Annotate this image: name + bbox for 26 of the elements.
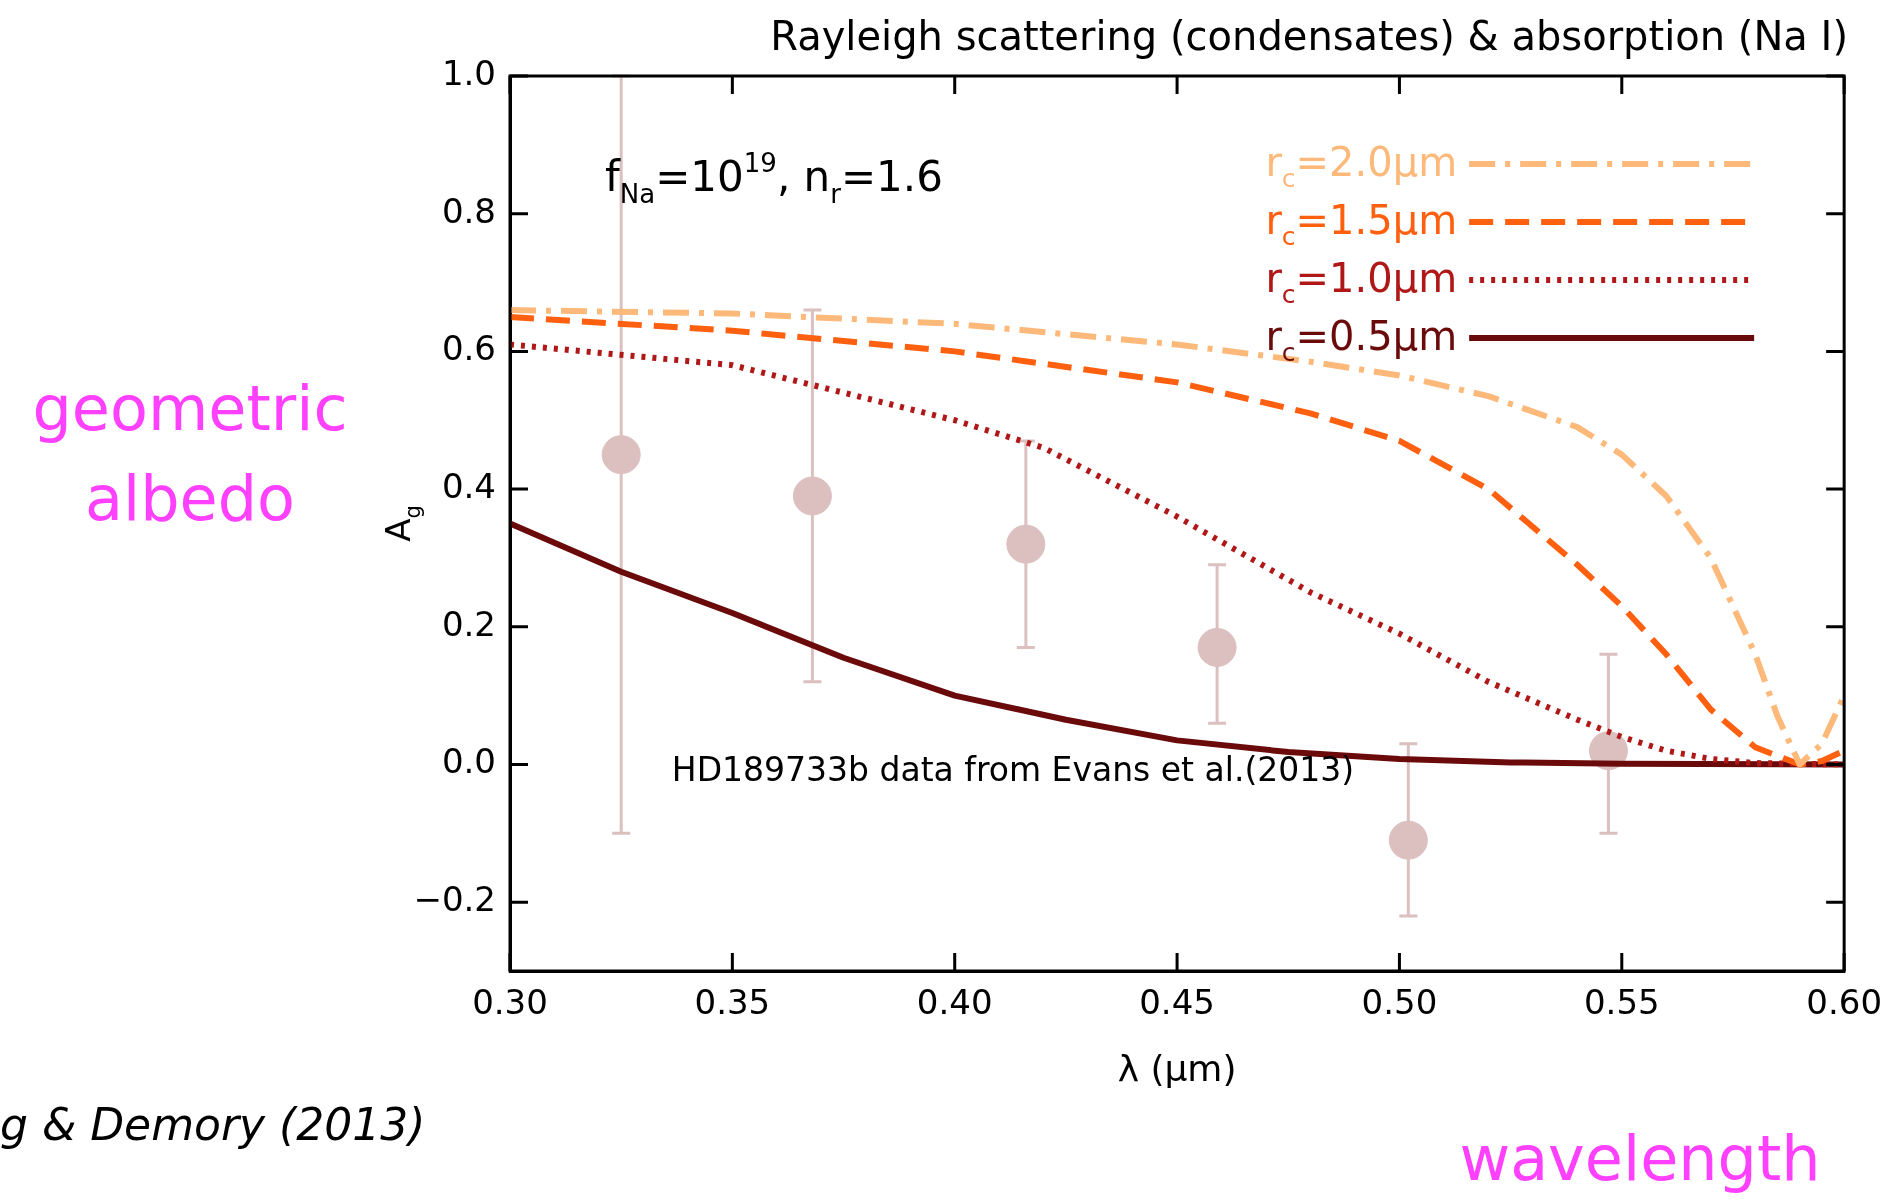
x-tick-label: 0.60 (1806, 982, 1882, 1023)
y-tick-label: 0.0 (441, 741, 496, 782)
text: g & Demory (2013) (0, 1099, 426, 1150)
y-tick-label: 0.4 (441, 465, 496, 506)
x-tick-label: 0.50 (1361, 982, 1438, 1023)
chart-title: Rayleigh scattering (condensates) & absorption (Na I) (770, 13, 1848, 60)
point (1388, 820, 1428, 860)
x-axis-title: λ (μm) (1117, 1047, 1237, 1089)
x-tick-label: 0.45 (1139, 982, 1215, 1023)
point (1197, 627, 1237, 667)
y-tick-label: 0.6 (441, 328, 496, 369)
point (1006, 524, 1046, 564)
x-tick-label: 0.55 (1583, 982, 1660, 1023)
text: geometric albedo (32, 372, 348, 535)
y-tick-label: 1.0 (441, 52, 496, 93)
x-tick-label: 0.30 (472, 982, 548, 1023)
annotation: HD189733b data from Evans et al.(2013) (671, 750, 1355, 789)
point (792, 476, 832, 516)
text: wavelength (1459, 1122, 1821, 1195)
x-tick-label: 0.35 (694, 982, 771, 1023)
y-axis-title: Ag (378, 505, 425, 542)
y-tick-label: −0.2 (413, 878, 496, 919)
point (601, 435, 641, 475)
y-tick-label: 0.2 (441, 603, 496, 644)
x-tick-label: 0.40 (916, 982, 993, 1023)
y-tick-label: 0.8 (441, 190, 496, 231)
